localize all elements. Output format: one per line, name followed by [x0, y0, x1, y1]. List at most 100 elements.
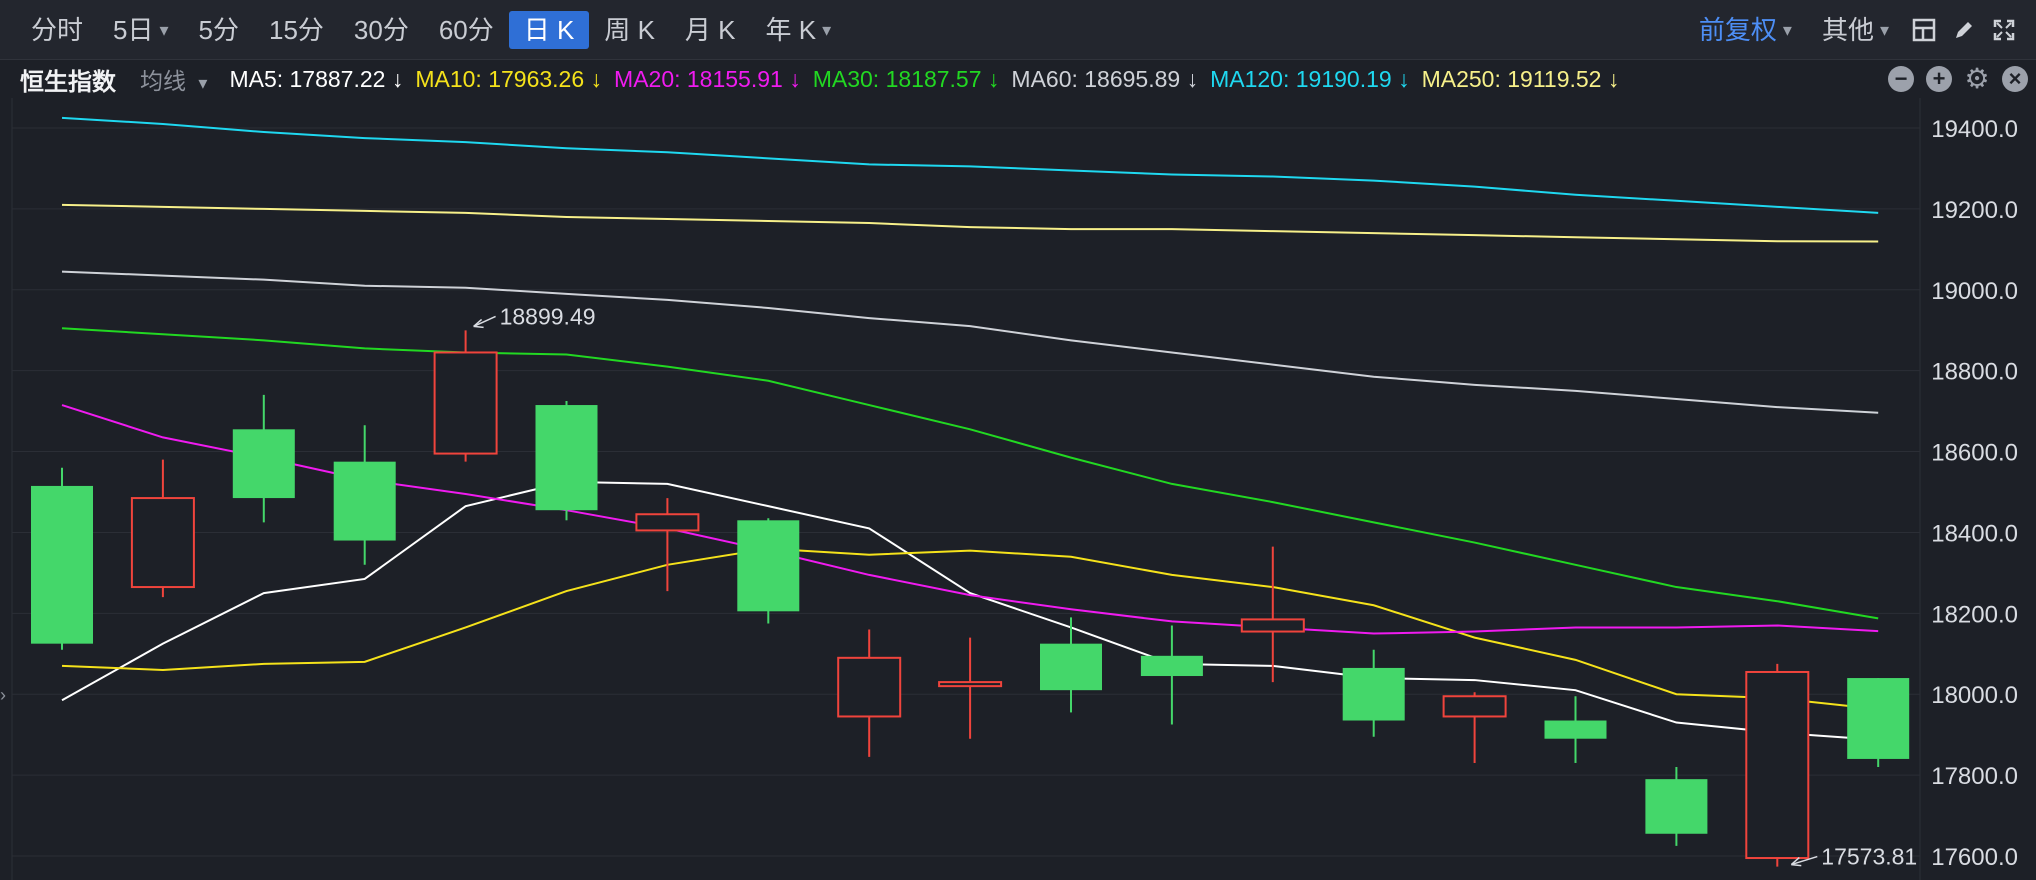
chevron-down-icon: ▾ — [1879, 19, 1889, 40]
tab-label: 分时 — [31, 14, 84, 45]
adjust-dropdown[interactable]: 前复权 ▾ — [1684, 11, 1807, 49]
candle-body — [635, 513, 700, 532]
candle[interactable] — [1544, 696, 1607, 763]
chevron-down-icon: ▾ — [1782, 19, 1792, 40]
annotation-label: 17573.81 — [1821, 844, 1917, 870]
ma-line-ma5 — [61, 480, 1879, 741]
candle[interactable] — [837, 629, 902, 757]
tab-timeframe[interactable]: 15分 — [254, 11, 339, 49]
close-icon[interactable]: × — [2002, 66, 2028, 92]
ma-legend-item: MA20: 18155.91 ↓ — [614, 65, 801, 92]
ma-legend: MA5: 17887.22 ↓ MA10: 17963.26 ↓ MA20: 181… — [229, 66, 1631, 93]
pen-icon[interactable] — [1944, 10, 1984, 50]
candle[interactable] — [1342, 649, 1405, 737]
ma-legend-item: MA60: 18695.89 ↓ — [1011, 65, 1199, 92]
annotation-arrow-icon — [1790, 857, 1802, 867]
candle[interactable] — [1240, 546, 1305, 683]
tab-label: 60分 — [438, 14, 494, 45]
candle[interactable] — [535, 401, 598, 521]
minus-icon[interactable]: − — [1888, 66, 1914, 92]
ma-legend-item: MA30: 18187.57 ↓ — [812, 65, 1000, 92]
tab-label: 15分 — [269, 14, 324, 45]
ma-line-ma10 — [61, 547, 1879, 711]
other-dropdown[interactable]: 其他 ▾ — [1807, 11, 1904, 49]
fullscreen-icon[interactable] — [1984, 10, 2024, 50]
candle[interactable] — [1745, 663, 1810, 867]
ma-legend-item: MA10: 17963.26 ↓ — [415, 65, 603, 92]
y-tick-label: 18400.0 — [1931, 520, 2018, 547]
grid-icon[interactable] — [1904, 10, 1944, 50]
tab-label: 5日 — [113, 14, 154, 45]
y-tick-label: 19000.0 — [1931, 278, 2018, 305]
candle[interactable] — [232, 394, 295, 523]
annotation-leader — [1791, 855, 1818, 866]
candle[interactable] — [938, 637, 1003, 739]
ma-line-ma30 — [61, 327, 1879, 620]
candlestick-chart[interactable]: 19400.0 19200.0 19000.0 18800.0 18600.0 18400… — [0, 98, 2036, 880]
candle[interactable] — [737, 518, 800, 624]
chevron-down-icon: ▾ — [159, 19, 169, 40]
ma-line-ma120 — [61, 116, 1879, 214]
candle[interactable] — [333, 425, 396, 565]
candle[interactable] — [433, 330, 498, 462]
candle-body — [737, 520, 800, 612]
y-tick-label: 18000.0 — [1931, 682, 2018, 709]
candle-body — [130, 497, 195, 589]
tab-label: 日 K — [523, 14, 575, 45]
chevron-down-icon: ▾ — [198, 73, 208, 93]
candle-body — [1745, 670, 1810, 860]
candle[interactable] — [1645, 767, 1708, 846]
candle[interactable] — [130, 459, 195, 598]
gear-icon[interactable]: ⚙ — [1964, 63, 1990, 94]
candle[interactable] — [1442, 692, 1507, 763]
y-tick-label: 19400.0 — [1931, 116, 2018, 143]
tab-label: 周 K — [604, 14, 655, 45]
tab-timeframe[interactable]: 年 K ▾ — [751, 11, 847, 49]
y-tick-label: 18800.0 — [1931, 359, 2018, 386]
adjust-label: 前复权 — [1698, 14, 1777, 45]
tab-label: 月 K — [684, 14, 736, 45]
y-tick-label: 18600.0 — [1931, 440, 2018, 467]
left-edge-arrow-icon: › — [0, 685, 6, 705]
y-tick-label: 19200.0 — [1931, 197, 2018, 224]
candle[interactable] — [635, 498, 700, 592]
toolbar-right: 前复权 ▾ 其他 ▾ — [1684, 10, 2024, 50]
candle[interactable] — [1847, 678, 1910, 768]
candle-body — [1847, 678, 1910, 759]
candle-body — [1140, 655, 1203, 677]
candle-body — [837, 656, 902, 718]
candle-body — [232, 429, 295, 499]
tab-timeframe[interactable]: 日 K — [508, 10, 590, 49]
y-tick-label: 18200.0 — [1931, 601, 2018, 628]
y-tick-label: 17800.0 — [1931, 763, 2018, 790]
tab-timeframe[interactable]: 周 K — [589, 11, 670, 49]
annotation-arrow-icon — [473, 318, 484, 329]
tab-timeframe[interactable]: 月 K — [670, 11, 751, 49]
ma-selector[interactable]: 均线 ▾ — [140, 62, 207, 96]
candle-body — [333, 461, 396, 541]
tab-label: 年 K — [765, 14, 817, 45]
tab-timeframe[interactable]: 分时 — [16, 11, 98, 49]
tab-timeframe[interactable]: 60分 — [424, 11, 509, 49]
ma-legend-item: MA5: 17887.22 ↓ — [229, 65, 404, 92]
candle[interactable] — [31, 467, 93, 650]
indicator-bar: 恒生指数 均线 ▾ MA5: 17887.22 ↓ MA10: 17963.26 … — [0, 60, 2036, 98]
candle-body — [1645, 779, 1708, 834]
tab-timeframe[interactable]: 30分 — [339, 11, 424, 49]
candle-body — [938, 681, 1003, 688]
tab-label: 30分 — [353, 14, 409, 45]
ma-selector-label: 均线 — [140, 68, 186, 94]
ma-legend-item: MA120: 19190.19 ↓ — [1210, 65, 1410, 92]
candle[interactable] — [1040, 617, 1102, 713]
candle[interactable] — [1140, 625, 1203, 725]
ma-legend-item: MA250: 19119.52 ↓ — [1421, 65, 1620, 92]
tab-timeframe[interactable]: 5日 ▾ — [98, 11, 184, 49]
tab-timeframe[interactable]: 5分 — [184, 11, 254, 49]
annotation-label: 18899.49 — [500, 303, 596, 329]
plus-icon[interactable]: + — [1926, 66, 1952, 92]
candle-body — [1040, 643, 1102, 691]
candle-body — [535, 405, 598, 511]
y-tick-label: 17600.0 — [1931, 844, 2018, 871]
annotation-leader — [473, 315, 496, 328]
